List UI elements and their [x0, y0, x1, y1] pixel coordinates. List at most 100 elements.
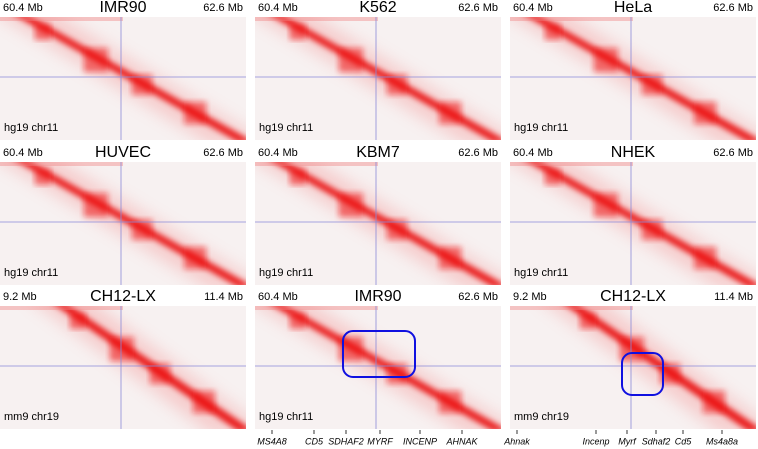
- panel-title: NHEK: [611, 144, 656, 161]
- domain-block: [702, 390, 725, 413]
- panel-title: KBM7: [356, 144, 400, 161]
- top-noise: [0, 306, 123, 310]
- genome-label: mm9 chr19: [514, 411, 569, 423]
- domain-block: [642, 74, 663, 95]
- gene-label: Cd5: [675, 436, 693, 446]
- panel-title: HeLa: [614, 0, 652, 16]
- panel: HeLa 60.4 Mb 62.6 Mb hg19 chr11: [510, 0, 756, 140]
- left-coordinate: 9.2 Mb: [513, 291, 547, 303]
- heatmap: [510, 17, 756, 140]
- left-coordinate: 9.2 Mb: [3, 291, 37, 303]
- domain-block: [593, 48, 618, 73]
- domain-block: [150, 363, 171, 384]
- domain-block: [83, 48, 108, 73]
- heatmap: [0, 306, 246, 429]
- panel: IMR90 60.4 Mb 62.6 Mb hg19 chr11: [0, 0, 246, 140]
- genome-label: hg19 chr11: [4, 267, 58, 279]
- genome-label: hg19 chr11: [4, 122, 58, 134]
- domain-block: [694, 101, 717, 124]
- domain-block: [289, 23, 306, 40]
- gene-label: AHNAK: [445, 436, 478, 446]
- panel-title: CH12-LX: [600, 288, 666, 305]
- domain-block: [593, 193, 618, 218]
- domain-block: [289, 168, 306, 185]
- genome-label: hg19 chr11: [514, 267, 568, 279]
- domain-block: [642, 219, 663, 240]
- domain-block: [694, 246, 717, 269]
- gene-label: SDHAF2: [328, 436, 364, 446]
- panel: NHEK 60.4 Mb 62.6 Mb hg19 chr11: [510, 144, 756, 285]
- panel: CH12-LX 9.2 Mb 11.4 Mb mm9 chr19: [0, 288, 246, 429]
- domain-block: [83, 193, 108, 218]
- domain-block: [338, 48, 363, 73]
- domain-block: [660, 363, 681, 384]
- domain-block: [544, 23, 561, 40]
- panel: KBM7 60.4 Mb 62.6 Mb hg19 chr11: [255, 144, 501, 285]
- right-coordinate: 62.6 Mb: [203, 147, 243, 159]
- right-coordinate: 62.6 Mb: [203, 2, 243, 14]
- gene-label: INCENP: [403, 436, 437, 446]
- domain-block: [579, 312, 596, 329]
- heatmap: [510, 306, 756, 429]
- domain-block: [34, 168, 51, 185]
- domain-block: [289, 312, 306, 329]
- panel: CH12-LX 9.2 Mb 11.4 Mb mm9 chr19: [510, 288, 756, 429]
- top-noise: [255, 162, 378, 166]
- panel-title: CH12-LX: [90, 288, 156, 305]
- heatmap: [0, 162, 246, 285]
- top-noise: [510, 162, 633, 166]
- panel: IMR90 60.4 Mb 62.6 Mb hg19 chr11: [255, 288, 501, 429]
- left-coordinate: 60.4 Mb: [3, 2, 43, 14]
- top-noise: [255, 17, 378, 21]
- domain-block: [132, 74, 153, 95]
- right-coordinate: 62.6 Mb: [713, 147, 753, 159]
- top-noise: [510, 306, 633, 310]
- top-noise: [0, 17, 123, 21]
- domain-block: [192, 390, 215, 413]
- top-noise: [255, 306, 378, 310]
- heatmap: [510, 162, 756, 285]
- highlight-box: [342, 330, 416, 378]
- right-coordinate: 62.6 Mb: [713, 2, 753, 14]
- panel-title: IMR90: [354, 288, 401, 305]
- heatmap: [255, 162, 501, 285]
- gene-label: Ms4a8a: [706, 436, 738, 446]
- domain-block: [387, 363, 408, 384]
- right-coordinate: 62.6 Mb: [458, 147, 498, 159]
- gene-label: MYRF: [367, 436, 393, 446]
- top-noise: [510, 17, 633, 21]
- left-coordinate: 60.4 Mb: [3, 147, 43, 159]
- right-coordinate: 62.6 Mb: [458, 291, 498, 303]
- panel: HUVEC 60.4 Mb 62.6 Mb hg19 chr11: [0, 144, 246, 285]
- genome-label: hg19 chr11: [514, 122, 568, 134]
- genome-label: mm9 chr19: [4, 411, 59, 423]
- heatmap: [0, 17, 246, 140]
- panel-title: HUVEC: [95, 144, 151, 161]
- panel-title: IMR90: [99, 0, 146, 16]
- right-coordinate: 11.4 Mb: [204, 291, 243, 303]
- domain-block: [69, 312, 86, 329]
- genome-label: hg19 chr11: [259, 411, 313, 423]
- genome-label: hg19 chr11: [259, 267, 313, 279]
- domain-block: [184, 246, 207, 269]
- domain-block: [439, 101, 462, 124]
- left-coordinate: 60.4 Mb: [258, 147, 298, 159]
- domain-block: [387, 74, 408, 95]
- domain-block: [109, 337, 134, 362]
- domain-block: [439, 246, 462, 269]
- panel: K562 60.4 Mb 62.6 Mb hg19 chr11: [255, 0, 501, 140]
- heatmap: [255, 306, 501, 429]
- left-coordinate: 60.4 Mb: [513, 147, 553, 159]
- gene-label: Incenp: [582, 436, 609, 446]
- gene-label: CD5: [305, 436, 324, 446]
- domain-block: [184, 101, 207, 124]
- gene-label: Myrf: [618, 436, 637, 446]
- right-coordinate: 11.4 Mb: [714, 291, 753, 303]
- left-coordinate: 60.4 Mb: [258, 291, 298, 303]
- highlight-box: [621, 352, 664, 396]
- heatmap: [255, 17, 501, 140]
- domain-block: [544, 168, 561, 185]
- panel-title: K562: [359, 0, 396, 16]
- domain-block: [439, 390, 462, 413]
- domain-block: [34, 23, 51, 40]
